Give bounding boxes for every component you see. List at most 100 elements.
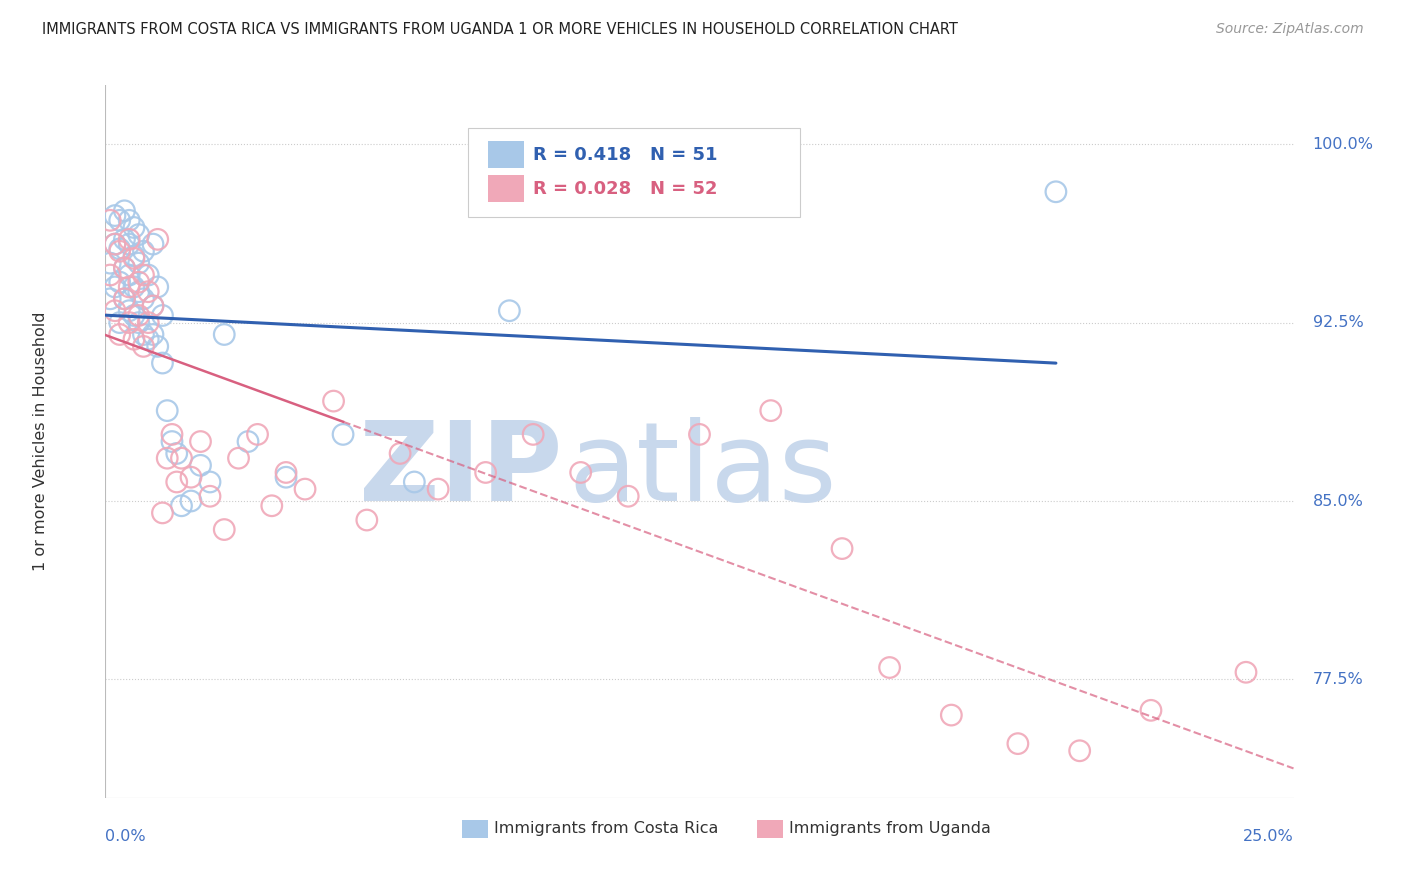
Point: [142, 327, 165, 342]
Point: [128, 227, 150, 242]
Point: [236, 434, 259, 449]
Text: Immigrants from Uganda: Immigrants from Uganda: [789, 822, 990, 836]
Point: [118, 213, 141, 227]
Point: [118, 232, 141, 246]
Point: [104, 280, 127, 294]
Point: [122, 280, 145, 294]
Point: [114, 260, 136, 275]
Point: [1045, 185, 1067, 199]
Point: [122, 309, 145, 323]
Point: [146, 339, 169, 353]
Point: [831, 541, 853, 556]
Point: [128, 275, 150, 289]
Point: [122, 249, 145, 263]
Point: [122, 220, 145, 235]
Point: [152, 356, 174, 370]
Point: [108, 213, 131, 227]
Point: [114, 203, 136, 218]
Point: [170, 499, 193, 513]
Point: [689, 427, 711, 442]
Text: atlas: atlas: [569, 417, 838, 524]
Point: [389, 446, 412, 460]
Text: 1 or more Vehicles in Household: 1 or more Vehicles in Household: [32, 312, 48, 571]
Bar: [488, 176, 523, 202]
Text: ZIP: ZIP: [360, 417, 562, 524]
Point: [246, 427, 269, 442]
Text: 85.0%: 85.0%: [1313, 493, 1364, 508]
Point: [1140, 703, 1163, 717]
Point: [108, 275, 131, 289]
Point: [98, 256, 121, 270]
Point: [1069, 744, 1091, 758]
Text: 0.0%: 0.0%: [105, 830, 146, 844]
Point: [474, 466, 496, 480]
Text: Immigrants from Costa Rica: Immigrants from Costa Rica: [494, 822, 718, 836]
Point: [160, 427, 183, 442]
Point: [427, 482, 450, 496]
Point: [108, 316, 131, 330]
Point: [166, 446, 188, 460]
Point: [128, 316, 150, 330]
Point: [104, 237, 127, 252]
Point: [569, 466, 592, 480]
Text: IMMIGRANTS FROM COSTA RICA VS IMMIGRANTS FROM UGANDA 1 OR MORE VEHICLES IN HOUSE: IMMIGRANTS FROM COSTA RICA VS IMMIGRANTS…: [42, 22, 957, 37]
Point: [274, 466, 297, 480]
Point: [118, 280, 141, 294]
Point: [180, 470, 202, 484]
Point: [160, 434, 183, 449]
Point: [617, 489, 640, 503]
Text: 92.5%: 92.5%: [1313, 315, 1364, 330]
Bar: [488, 141, 523, 169]
Text: 25.0%: 25.0%: [1243, 830, 1294, 844]
Point: [136, 332, 159, 346]
Point: [142, 299, 165, 313]
Point: [128, 285, 150, 299]
Point: [170, 451, 193, 466]
Point: [98, 292, 121, 306]
Point: [118, 268, 141, 282]
Point: [214, 523, 236, 537]
Bar: [461, 820, 488, 838]
Text: Source: ZipAtlas.com: Source: ZipAtlas.com: [1216, 22, 1364, 37]
Point: [180, 494, 202, 508]
Point: [1007, 737, 1029, 751]
Point: [879, 660, 901, 674]
Point: [498, 303, 520, 318]
Point: [190, 434, 212, 449]
Point: [136, 268, 159, 282]
Point: [260, 499, 283, 513]
Point: [108, 242, 131, 256]
Point: [322, 394, 344, 409]
Point: [152, 309, 174, 323]
Point: [198, 489, 221, 503]
Point: [128, 309, 150, 323]
Point: [142, 299, 165, 313]
Point: [136, 285, 159, 299]
Point: [294, 482, 316, 496]
Point: [522, 427, 544, 442]
Point: [941, 708, 963, 723]
Point: [142, 237, 165, 252]
Point: [114, 260, 136, 275]
Point: [114, 292, 136, 306]
Text: R = 0.418   N = 51: R = 0.418 N = 51: [533, 145, 717, 163]
Text: 77.5%: 77.5%: [1313, 672, 1364, 687]
Point: [132, 292, 155, 306]
Point: [198, 475, 221, 489]
Point: [156, 451, 179, 466]
Point: [104, 237, 127, 252]
Point: [332, 427, 354, 442]
Point: [108, 244, 131, 259]
Point: [122, 332, 145, 346]
Point: [132, 244, 155, 259]
Point: [98, 213, 121, 227]
Point: [114, 232, 136, 246]
Point: [118, 316, 141, 330]
Point: [136, 316, 159, 330]
Point: [404, 475, 426, 489]
Point: [104, 303, 127, 318]
Point: [98, 268, 121, 282]
Point: [1234, 665, 1257, 680]
FancyBboxPatch shape: [468, 128, 800, 217]
Point: [118, 237, 141, 252]
